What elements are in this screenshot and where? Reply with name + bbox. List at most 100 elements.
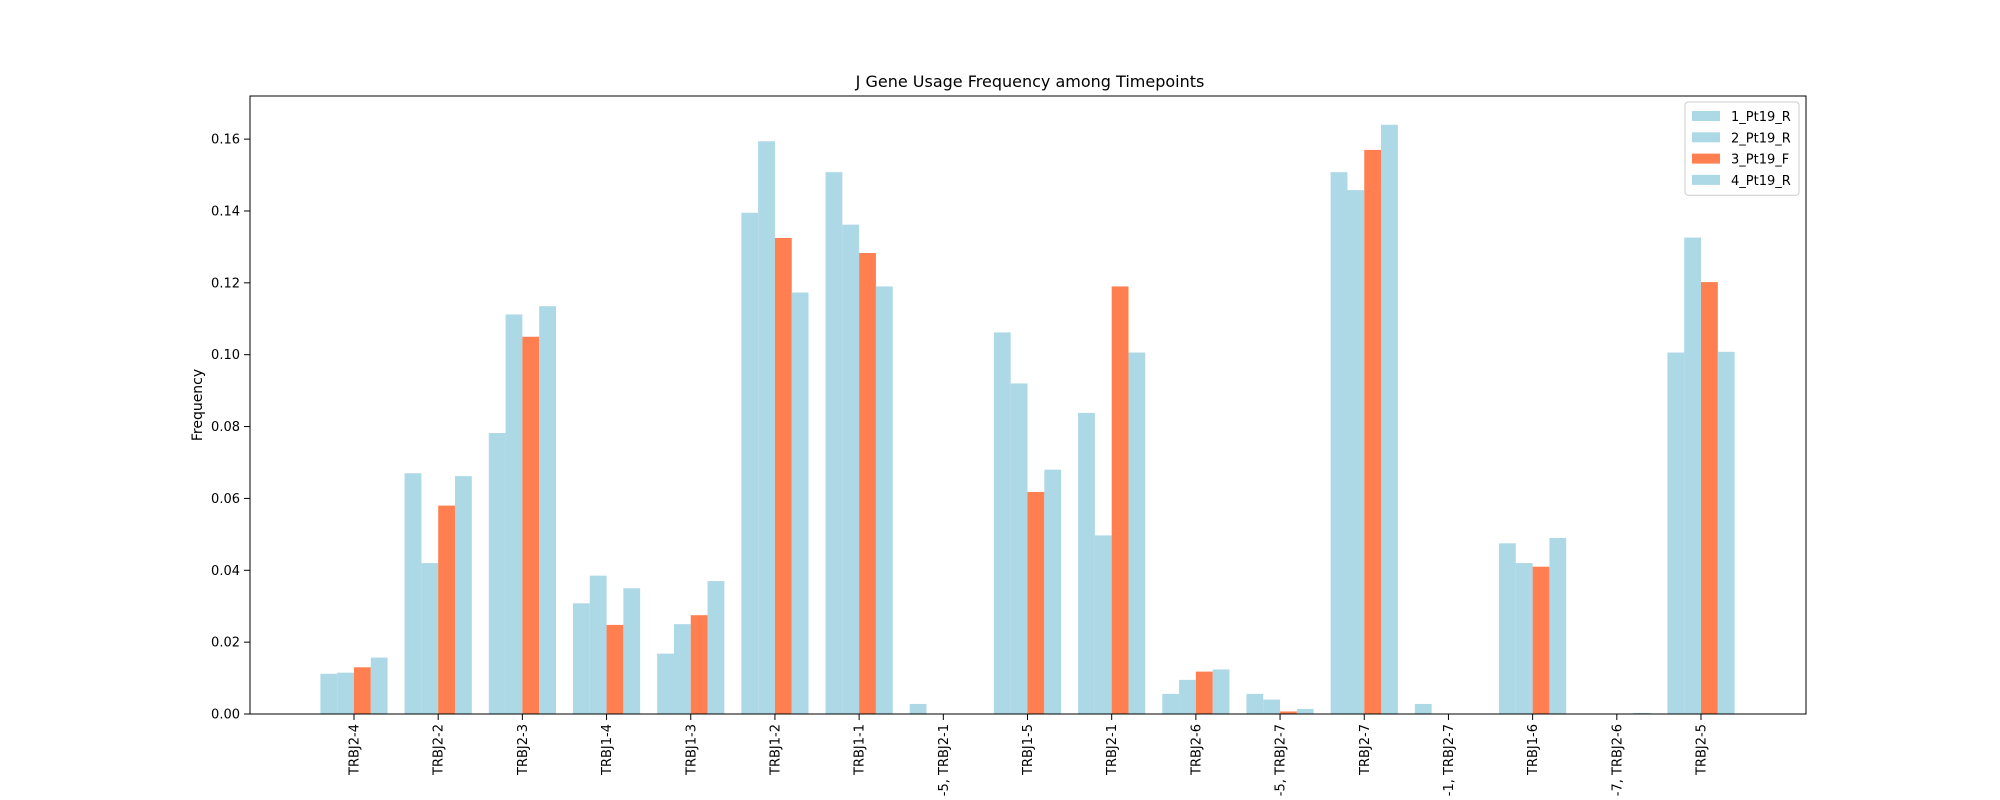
bar-3_Pt19_F-TRBJ1-5: [1027, 491, 1045, 714]
y-tick-label: 0.16: [211, 133, 240, 148]
bar-1_Pt19_R--5, TRBJ2-7: [1246, 693, 1264, 714]
bars-group: [320, 124, 1735, 715]
x-tick-label: -5, TRBJ2-1: [937, 724, 952, 796]
bar-3_Pt19_F-TRBJ2-6: [1195, 671, 1213, 714]
bar-3_Pt19_F-TRBJ2-4: [354, 667, 371, 714]
x-tick-label: TRBJ1-3: [684, 724, 699, 776]
y-axis-title: Frequency: [190, 369, 206, 441]
bar-2_Pt19_R-TRBJ2-3: [505, 314, 523, 714]
bar-1_Pt19_R-TRBJ2-6: [1162, 693, 1180, 714]
bar-1_Pt19_R-TRBJ1-2: [741, 212, 759, 714]
legend-swatch-1_Pt19_R: [1692, 111, 1720, 121]
x-tick-label: TRBJ1-2: [768, 724, 783, 776]
bar-1_Pt19_R-TRBJ2-4: [320, 673, 338, 714]
y-axis: 0.00 0.02 0.04 0.06 0.08 0.10 0.12 0.14 0.16: [211, 133, 250, 723]
bar-1_Pt19_R-TRBJ2-3: [488, 433, 506, 714]
x-tick-label: TRBJ2-3: [516, 724, 531, 776]
bar-4_Pt19_R-TRBJ1-2: [791, 292, 809, 714]
x-tick-label: TRBJ2-6: [1189, 724, 1204, 776]
x-tick-label: TRBJ2-5: [1695, 724, 1710, 776]
bar-2_Pt19_R-TRBJ2-2: [421, 563, 439, 714]
bar-1_Pt19_R-TRBJ1-4: [572, 603, 590, 714]
y-tick-label: 0.12: [211, 276, 240, 291]
x-tick-label: TRBJ2-7: [1358, 724, 1373, 776]
bar-1_Pt19_R-TRBJ1-1: [825, 172, 843, 715]
bar-4_Pt19_R-TRBJ2-6: [1212, 669, 1230, 714]
bar-2_Pt19_R-TRBJ2-4: [337, 672, 354, 714]
bar-2_Pt19_R-TRBJ2-5: [1684, 237, 1701, 714]
bar-4_Pt19_R-TRBJ1-5: [1044, 469, 1062, 714]
x-tick-label: TRBJ1-6: [1526, 724, 1541, 776]
bar-3_Pt19_F-TRBJ2-5: [1701, 282, 1718, 714]
bar-1_Pt19_R-TRBJ1-6: [1499, 543, 1516, 714]
bar-4_Pt19_R-TRBJ2-5: [1717, 351, 1735, 714]
bar-2_Pt19_R-TRBJ1-6: [1515, 563, 1533, 714]
bar-4_Pt19_R--7, TRBJ2-6: [1633, 712, 1651, 714]
bar-1_Pt19_R-TRBJ1-5: [993, 332, 1011, 714]
bar-2_Pt19_R-TRBJ2-1: [1094, 535, 1112, 714]
bar-2_Pt19_R-TRBJ1-2: [758, 141, 775, 714]
bar-3_Pt19_F--5, TRBJ2-7: [1280, 711, 1297, 714]
bar-3_Pt19_F-TRBJ1-6: [1532, 566, 1550, 714]
bar-2_Pt19_R-TRBJ2-7: [1347, 190, 1365, 714]
x-tick-label: TRBJ1-4: [600, 724, 615, 776]
bar-3_Pt19_F-TRBJ2-3: [522, 336, 540, 714]
y-tick-label: 0.04: [211, 564, 240, 579]
bar-4_Pt19_R-TRBJ1-1: [875, 286, 893, 714]
bar-3_Pt19_F-TRBJ2-1: [1111, 286, 1129, 714]
bar-4_Pt19_R-TRBJ1-3: [707, 581, 725, 714]
x-axis: TRBJ2-4 TRBJ2-2 TRBJ2-3 TRBJ1-4 TRBJ1-3 TRBJ1…: [348, 714, 1710, 796]
bar-1_Pt19_R-TRBJ2-1: [1078, 412, 1095, 714]
bar-2_Pt19_R-TRBJ1-5: [1010, 383, 1028, 714]
y-tick-label: 0.14: [211, 204, 240, 219]
bar-4_Pt19_R-TRBJ2-1: [1128, 352, 1146, 714]
bar-4_Pt19_R--5, TRBJ2-7: [1296, 708, 1314, 714]
bar-1_Pt19_R-TRBJ2-2: [404, 473, 422, 714]
legend-swatch-2_Pt19_R: [1692, 132, 1720, 143]
x-tick-label: -5, TRBJ2-7: [1274, 724, 1289, 796]
x-tick-label: TRBJ2-2: [432, 724, 447, 776]
bar-3_Pt19_F-TRBJ1-4: [606, 624, 624, 714]
legend-frame: [1684, 101, 1800, 196]
bar-3_Pt19_F-TRBJ2-7: [1364, 149, 1382, 714]
legend-label-4_Pt19_R: 4_Pt19_R: [1731, 174, 1791, 189]
y-tick-label: 0.08: [211, 420, 240, 435]
bar-4_Pt19_R-TRBJ1-4: [623, 588, 641, 714]
chart-title: J Gene Usage Frequency among Timepoints: [855, 72, 1205, 91]
bar-3_Pt19_F-TRBJ1-1: [859, 253, 876, 714]
y-tick-label: 0.06: [211, 492, 240, 507]
bar-4_Pt19_R-TRBJ1-6: [1549, 537, 1567, 714]
bar-2_Pt19_R-TRBJ2-6: [1179, 679, 1196, 714]
bar-4_Pt19_R-TRBJ2-2: [454, 476, 472, 714]
bar-2_Pt19_R-TRBJ1-4: [589, 575, 607, 714]
legend-label-1_Pt19_R: 1_Pt19_R: [1731, 110, 1791, 125]
legend: 1_Pt19_R 2_Pt19_R 3_Pt19_F 4_Pt19_R: [1684, 101, 1800, 196]
bar-3_Pt19_F-TRBJ1-3: [690, 615, 708, 714]
bar-4_Pt19_R-TRBJ2-4: [370, 657, 388, 714]
y-tick-label: 0.02: [211, 636, 240, 651]
bar-4_Pt19_R-TRBJ2-3: [539, 306, 556, 714]
bar-2_Pt19_R--5, TRBJ2-7: [1263, 699, 1281, 714]
x-tick-label: TRBJ1-5: [1021, 724, 1036, 776]
bar-3_Pt19_F-TRBJ1-2: [774, 237, 792, 715]
y-tick-label: 0.00: [211, 708, 240, 723]
bar-2_Pt19_R-TRBJ1-3: [673, 624, 691, 714]
bar-1_Pt19_R--5, TRBJ2-1: [909, 703, 927, 714]
bar-1_Pt19_R-TRBJ2-7: [1330, 172, 1348, 715]
y-tick-label: 0.10: [211, 348, 240, 363]
x-tick-label: TRBJ2-1: [1105, 724, 1120, 776]
legend-swatch-3_Pt19_F: [1692, 153, 1720, 164]
legend-swatch-4_Pt19_R: [1692, 174, 1720, 185]
bar-1_Pt19_R-TRBJ1-3: [657, 653, 674, 714]
x-tick-label: -1, TRBJ2-7: [1442, 724, 1457, 796]
bar-4_Pt19_R-TRBJ2-7: [1381, 124, 1398, 715]
legend-label-3_Pt19_F: 3_Pt19_F: [1731, 153, 1789, 168]
bar-2_Pt19_R-TRBJ1-1: [842, 224, 860, 714]
bar-3_Pt19_F-TRBJ2-2: [438, 505, 455, 714]
x-tick-label: -7, TRBJ2-6: [1610, 724, 1625, 796]
x-tick-label: TRBJ2-4: [348, 724, 363, 776]
bar-1_Pt19_R-TRBJ2-5: [1667, 352, 1685, 714]
legend-label-2_Pt19_R: 2_Pt19_R: [1731, 131, 1791, 146]
bar-1_Pt19_R--1, TRBJ2-7: [1414, 703, 1432, 714]
